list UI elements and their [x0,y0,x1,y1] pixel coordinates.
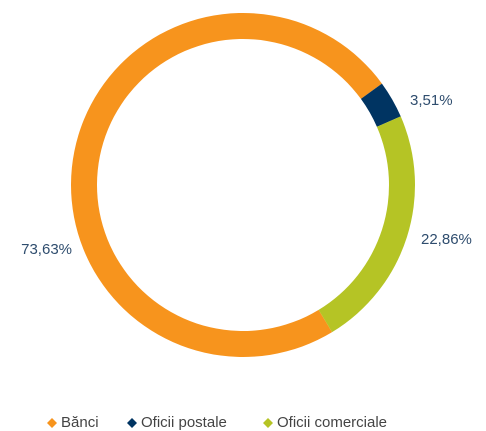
value-label: 3,51% [410,92,453,109]
legend-label: Oficii postale [141,414,227,431]
value-label: 22,86% [421,231,472,248]
donut-slice [318,116,416,333]
legend-label: Bănci [61,414,99,431]
legend-marker [263,418,273,428]
legend-marker [127,418,137,428]
donut-slice [360,83,401,127]
legend-marker [47,418,57,428]
legend-label: Oficii comerciale [277,414,387,431]
value-label: 73,63% [21,241,72,258]
